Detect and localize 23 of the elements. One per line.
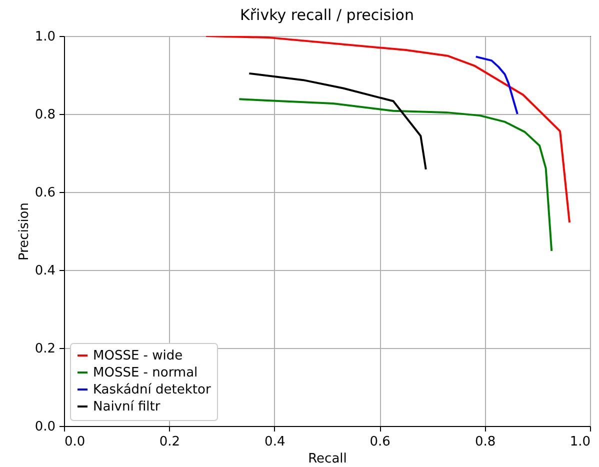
line-series	[248, 72, 427, 170]
x-tick-label: 0.6	[370, 434, 390, 450]
y-axis-title: Precision	[16, 202, 32, 261]
chart-title: Křivky recall / precision	[240, 6, 414, 24]
line-series	[238, 98, 553, 252]
y-tick-label: 0.0	[34, 420, 56, 434]
legend-label: Kaskádní detektor	[93, 382, 212, 398]
y-tick-label: 0.8	[34, 108, 56, 122]
y-tick-label: 0.4	[34, 264, 56, 278]
legend-label: MOSSE - normal	[93, 366, 198, 380]
legend-label: MOSSE - wide	[93, 348, 183, 364]
y-tick-label: 0.2	[34, 342, 56, 356]
legend-label: Naivní filtr	[93, 400, 161, 414]
line-series	[205, 36, 570, 224]
y-tick-label: 0.6	[34, 186, 56, 200]
x-tick-label: 0.2	[159, 434, 180, 450]
x-tick-label: 1.0	[570, 434, 590, 450]
x-tick-label: 0.8	[474, 434, 496, 450]
x-tick-label: 0.0	[64, 434, 86, 450]
x-axis-title: Recall	[308, 452, 347, 466]
line-series	[474, 56, 518, 115]
y-tick-label: 1.0	[34, 30, 56, 44]
x-tick-label: 0.4	[264, 434, 286, 450]
